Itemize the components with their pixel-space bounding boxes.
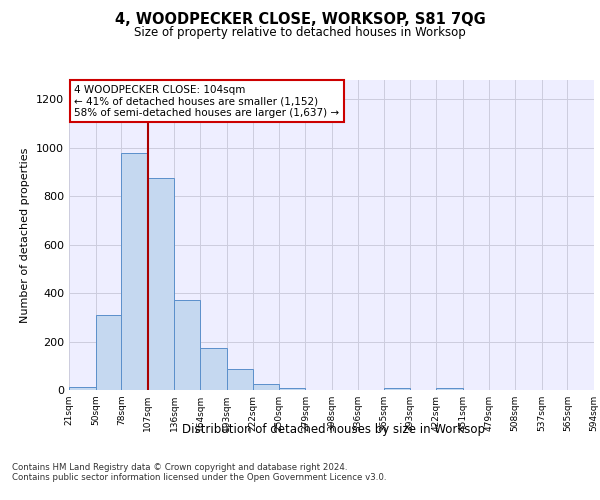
Text: 4, WOODPECKER CLOSE, WORKSOP, S81 7QG: 4, WOODPECKER CLOSE, WORKSOP, S81 7QG <box>115 12 485 28</box>
Bar <box>121 152 148 390</box>
Text: Size of property relative to detached houses in Worksop: Size of property relative to detached ho… <box>134 26 466 39</box>
Bar <box>175 300 200 390</box>
Bar <box>436 388 463 390</box>
Text: Contains HM Land Registry data © Crown copyright and database right 2024.: Contains HM Land Registry data © Crown c… <box>12 462 347 471</box>
Bar <box>227 370 253 390</box>
Bar <box>95 315 121 390</box>
Bar <box>69 387 95 390</box>
Bar <box>384 388 410 390</box>
Bar <box>200 348 227 390</box>
Y-axis label: Number of detached properties: Number of detached properties <box>20 148 31 322</box>
Text: 4 WOODPECKER CLOSE: 104sqm
← 41% of detached houses are smaller (1,152)
58% of s: 4 WOODPECKER CLOSE: 104sqm ← 41% of deta… <box>74 84 340 118</box>
Bar <box>148 178 175 390</box>
Bar <box>253 384 279 390</box>
Text: Distribution of detached houses by size in Worksop: Distribution of detached houses by size … <box>182 422 485 436</box>
Bar <box>279 388 305 390</box>
Text: Contains public sector information licensed under the Open Government Licence v3: Contains public sector information licen… <box>12 472 386 482</box>
